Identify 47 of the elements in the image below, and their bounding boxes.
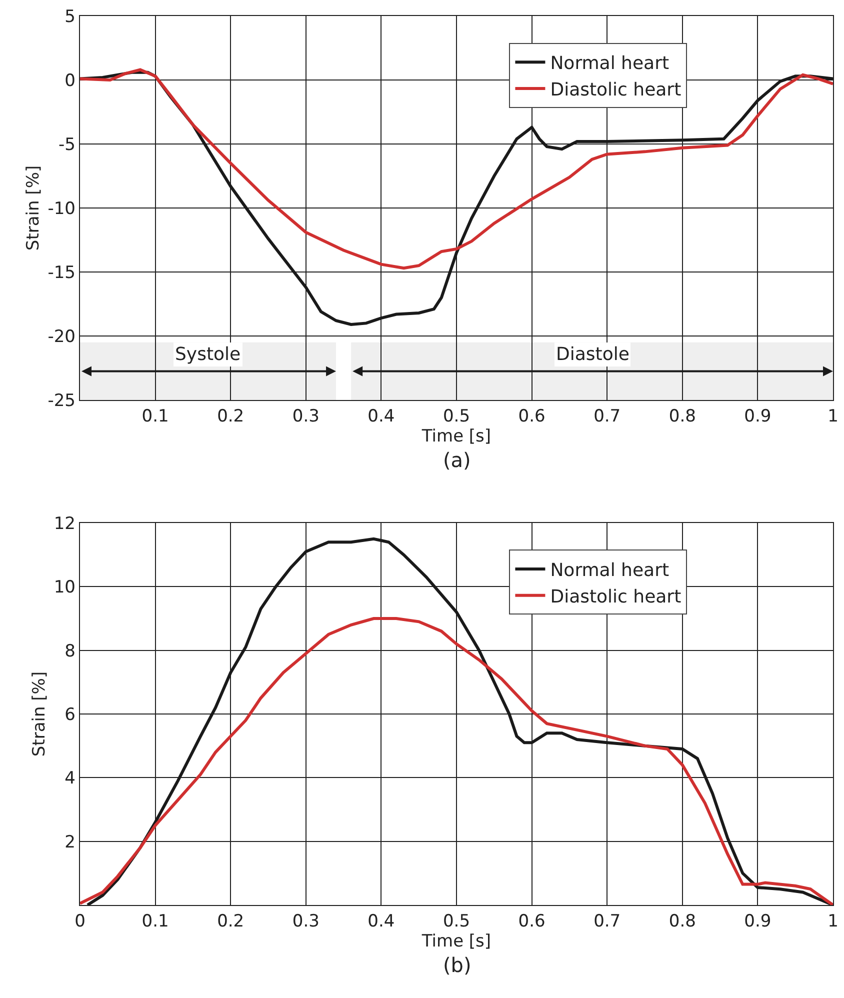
- x-tick-label: 0.6: [518, 912, 546, 932]
- x-tick-label: 0.2: [217, 912, 244, 932]
- line-series: [80, 617, 833, 905]
- x-tick-label: 0.5: [442, 406, 470, 426]
- text: (a): [443, 448, 471, 472]
- legend-label: Diastolic heart: [550, 80, 682, 100]
- x-tick-label: 0.4: [368, 406, 395, 426]
- x-tick-label: 0.6: [518, 406, 546, 426]
- x-tick-label: 0.1: [142, 406, 169, 426]
- y-tick-label: 4: [64, 768, 76, 789]
- y-tick-label: 12: [54, 514, 76, 534]
- y-tick-label: 2: [64, 832, 76, 852]
- line-series: [80, 68, 833, 270]
- x-tick-label: 0.3: [292, 912, 320, 932]
- text: (b): [443, 953, 472, 977]
- x-tick-label: 0.9: [744, 406, 772, 426]
- x-axis-title: Time [s]: [420, 932, 492, 952]
- y-axis-title: Strain [%]: [23, 165, 44, 251]
- x-tick-label: 0.7: [594, 912, 621, 932]
- legend-label: Normal heart: [550, 53, 670, 74]
- x-tick-label: 0.8: [668, 406, 696, 426]
- y-tick-label: 0: [64, 70, 76, 91]
- x-axis-title: Time [s]: [420, 426, 492, 446]
- x-tick-label: 0.7: [594, 406, 621, 426]
- y-tick-label: -25: [48, 390, 76, 411]
- x-tick-label: 0.2: [217, 406, 244, 426]
- x-tick-label: 0.3: [292, 406, 320, 426]
- y-tick-label: -10: [48, 198, 76, 219]
- y-tick-label: 10: [54, 578, 76, 598]
- y-tick-label: 8: [64, 641, 76, 662]
- legend-label: Normal heart: [550, 560, 670, 581]
- band-label: Systole: [175, 344, 241, 365]
- x-tick-label: 1: [828, 912, 838, 932]
- legend-label: Diastolic heart: [550, 586, 682, 608]
- x-tick-label: 0.8: [668, 912, 696, 932]
- y-tick-label: -5: [58, 134, 76, 155]
- y-tick-label: -15: [48, 262, 76, 283]
- x-tick-label: 1: [828, 406, 838, 426]
- y-tick-label: -20: [48, 326, 76, 347]
- band-label: Diastole: [556, 344, 630, 365]
- x-tick-label: 0.1: [142, 912, 169, 932]
- x-tick-label: 0.9: [744, 912, 772, 932]
- y-axis-title: Strain [%]: [29, 671, 50, 757]
- y-tick-label: 5: [64, 6, 76, 27]
- x-tick-label: 0.4: [368, 912, 395, 932]
- x-tick-label: 0.5: [442, 912, 470, 932]
- y-tick-label: 6: [64, 704, 76, 725]
